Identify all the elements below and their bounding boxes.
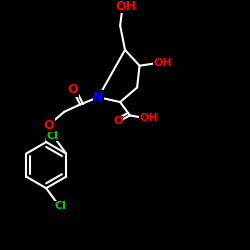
- Text: O: O: [113, 116, 123, 126]
- Text: OH: OH: [140, 113, 158, 123]
- Text: O: O: [43, 118, 54, 132]
- Text: N: N: [93, 91, 104, 104]
- Text: OH: OH: [153, 58, 172, 68]
- Text: O: O: [68, 84, 78, 96]
- Text: OH: OH: [116, 0, 137, 13]
- Text: Cl: Cl: [54, 201, 66, 211]
- Text: Cl: Cl: [46, 131, 58, 141]
